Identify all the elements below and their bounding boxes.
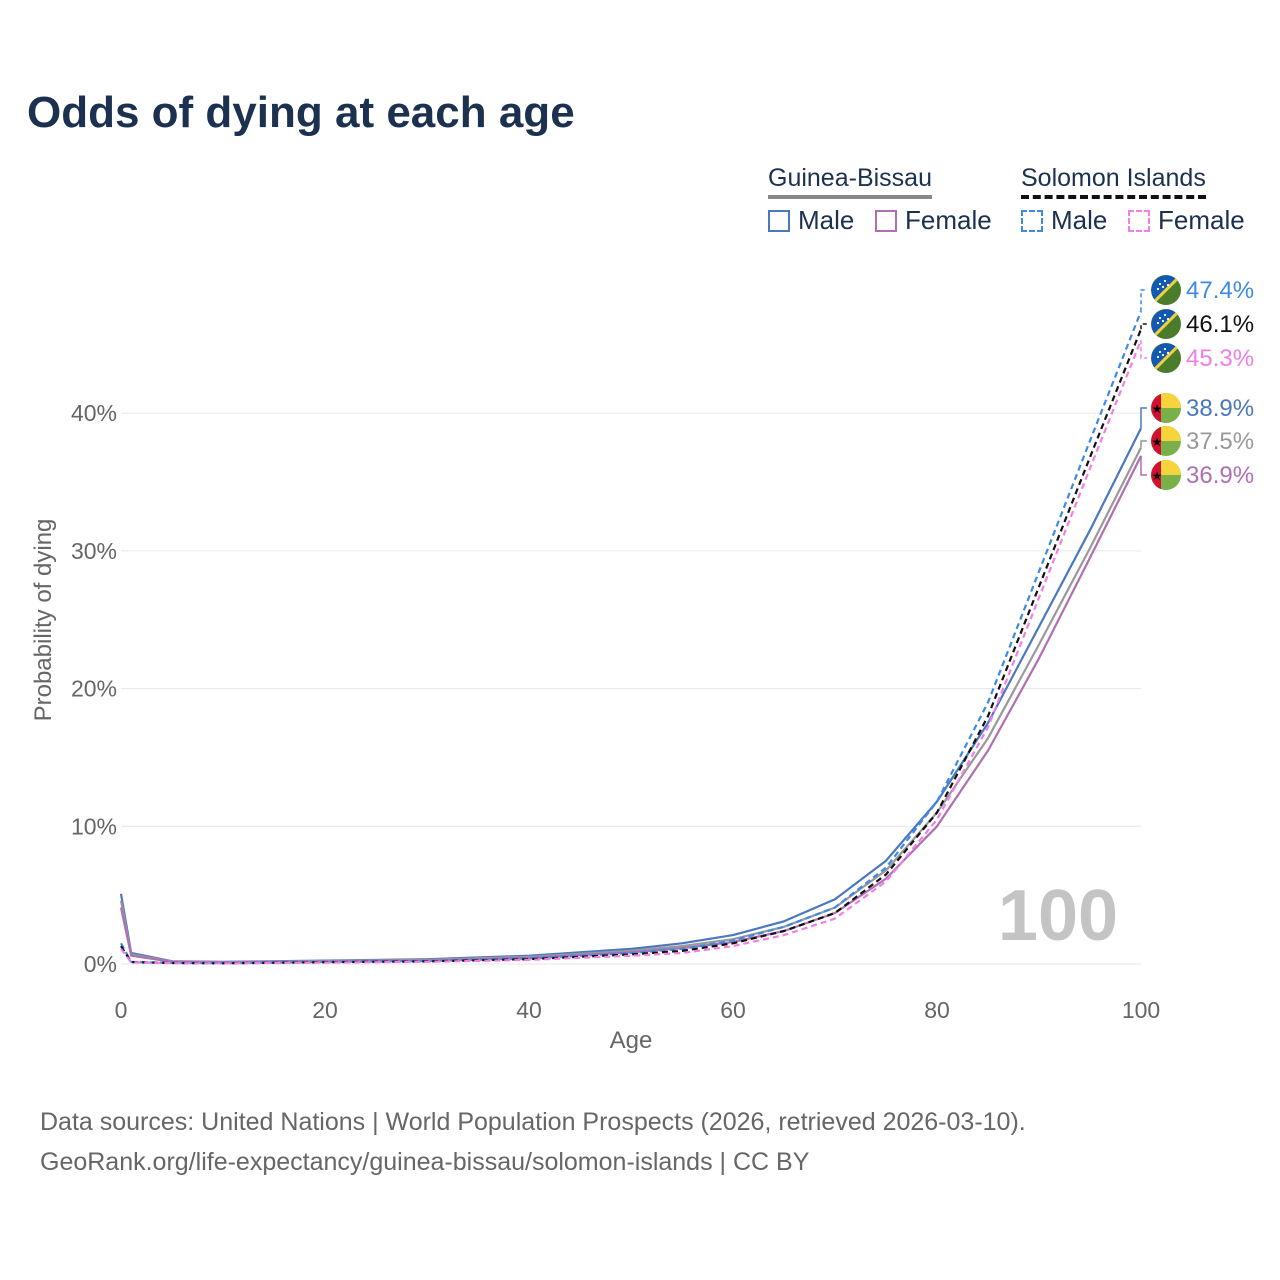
y-tick-label: 40% [71, 400, 117, 426]
end-value-label: 38.9% [1186, 395, 1254, 422]
y-tick-label: 30% [71, 538, 117, 564]
end-label-guinea-bissau-female: ★ 36.9% [1140, 455, 1254, 490]
end-value-label: 36.9% [1186, 462, 1254, 489]
legend-item-label: Male [798, 205, 855, 235]
legend-item-guinea-bissau-female[interactable]: Female [875, 205, 992, 236]
svg-text:★: ★ [1152, 435, 1163, 449]
guinea-bissau-flag-icon: ★ [1151, 426, 1181, 456]
gridlines [121, 412, 1141, 965]
x-tick-label: 20 [312, 997, 338, 1023]
series-line-solomon-islands-total[interactable] [120, 328, 1143, 965]
x-axis-label: Age [610, 1027, 653, 1054]
series-line-guinea-bissau-total[interactable] [119, 447, 1142, 964]
guinea-bissau-flag-icon: ★ [1151, 460, 1181, 490]
y-tick-labels: 0% 10% 20% 30% 40% [71, 400, 117, 977]
legend-item-solomon-islands-male[interactable]: Male [1021, 205, 1107, 236]
footer-sources: Data sources: United Nations | World Pop… [40, 1108, 1026, 1136]
end-labels: 47.4% 46.1% 45.3% ★ 38.9% ★ 37.5% ★ 36.9% [1140, 275, 1254, 490]
chart-title: Odds of dying at each age [27, 88, 575, 137]
legend-item-solomon-islands-female[interactable]: Female [1128, 205, 1245, 236]
legend-item-label: Male [1051, 205, 1108, 235]
y-tick-label: 20% [71, 676, 117, 702]
line-chart: 0% 10% 20% 30% 40% 0 20 40 60 80 100 100 47.4% 46.… [30, 275, 1254, 1054]
legend-group-solomon-islands[interactable]: Solomon Islands [1021, 164, 1206, 199]
end-label-guinea-bissau-total: ★ 37.5% [1140, 426, 1254, 456]
legend-group-label: Guinea-Bissau [768, 164, 932, 192]
svg-text:★: ★ [1152, 402, 1163, 416]
x-tick-label: 40 [516, 997, 542, 1023]
end-value-label: 46.1% [1186, 311, 1254, 338]
svg-text:★: ★ [1152, 469, 1163, 483]
legend-item-label: Female [1158, 205, 1245, 235]
y-tick-label: 10% [71, 813, 117, 839]
series-line-solomon-islands-male[interactable] [120, 310, 1143, 965]
series-lines [119, 310, 1143, 965]
end-value-label: 47.4% [1186, 277, 1254, 304]
end-label-solomon-islands-total: 46.1% [1140, 309, 1254, 339]
swatch-icon [1021, 209, 1043, 232]
x-tick-label: 80 [924, 997, 950, 1023]
swatch-icon [768, 209, 790, 232]
legend-item-guinea-bissau-male[interactable]: Male [768, 205, 854, 236]
swatch-icon [1128, 209, 1150, 232]
legend-item-label: Female [905, 205, 992, 235]
legend-group-label: Solomon Islands [1021, 164, 1206, 192]
end-label-solomon-islands-male: 47.4% [1140, 275, 1254, 312]
solomon-islands-flag-icon [1151, 343, 1181, 373]
y-tick-label: 0% [84, 951, 117, 977]
guinea-bissau-flag-icon: ★ [1151, 393, 1181, 423]
label-connector [1140, 455, 1147, 476]
series-line-guinea-bissau-female[interactable] [119, 455, 1142, 964]
x-tick-label: 60 [720, 997, 746, 1023]
watermark-year: 100 [998, 876, 1118, 956]
label-connector [1140, 340, 1147, 359]
end-label-guinea-bissau-male: ★ 38.9% [1140, 393, 1254, 429]
label-connector [1140, 289, 1147, 312]
footer-url[interactable]: GeoRank.org/life-expectancy/guinea-bissa… [40, 1148, 810, 1176]
label-connector [1140, 323, 1147, 330]
label-connector [1140, 407, 1147, 429]
x-tick-labels: 0 20 40 60 80 100 [115, 997, 1161, 1023]
legend-group-line [768, 195, 932, 199]
solomon-islands-flag-icon [1151, 275, 1181, 305]
end-value-label: 45.3% [1186, 345, 1254, 372]
solomon-islands-flag-icon [1151, 309, 1181, 339]
x-tick-label: 0 [115, 997, 128, 1023]
series-line-guinea-bissau-male[interactable] [119, 427, 1142, 964]
swatch-icon [875, 209, 897, 232]
x-tick-label: 100 [1122, 997, 1160, 1023]
end-value-label: 37.5% [1186, 428, 1254, 455]
legend-group-line [1021, 195, 1206, 199]
y-axis-label: Probability of dying [30, 519, 57, 722]
series-line-solomon-islands-female[interactable] [120, 339, 1143, 965]
legend-group-guinea-bissau[interactable]: Guinea-Bissau [768, 164, 932, 199]
end-label-solomon-islands-female: 45.3% [1140, 340, 1254, 373]
label-connector [1140, 440, 1147, 448]
